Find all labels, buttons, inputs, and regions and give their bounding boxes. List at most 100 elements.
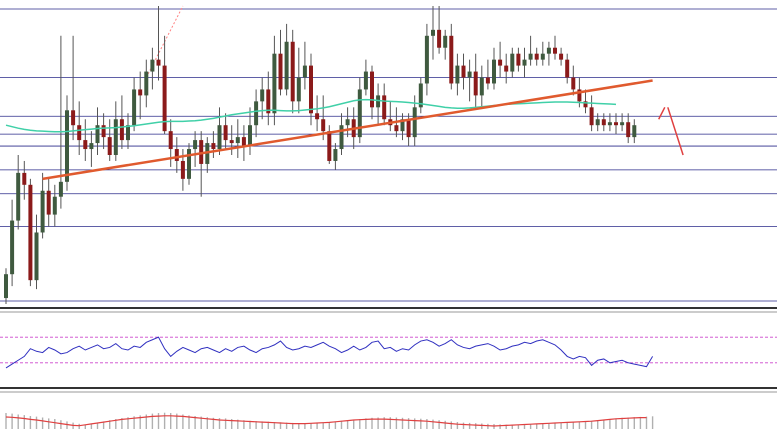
candle-up	[260, 89, 265, 102]
candle-up	[455, 65, 460, 84]
candle-up	[510, 53, 515, 72]
candle-up	[58, 181, 63, 197]
oscillator-line	[5, 336, 654, 369]
candle-up	[339, 125, 344, 150]
candle-up	[400, 119, 405, 132]
candle-down	[180, 160, 185, 179]
candle-down	[449, 35, 454, 84]
candle-up	[40, 190, 45, 233]
candle-down	[583, 101, 588, 108]
candle-down	[119, 119, 124, 141]
candle-down	[327, 131, 332, 161]
candle-up	[254, 101, 259, 126]
candle-up	[595, 119, 600, 126]
candle-up	[150, 59, 155, 72]
candle-down	[626, 122, 631, 138]
candle-down	[229, 140, 234, 144]
candle-down	[559, 53, 564, 60]
forecast-arrow-down	[667, 107, 684, 156]
candle-down	[473, 71, 478, 96]
candle-down	[571, 77, 576, 90]
candle-down	[565, 59, 570, 78]
candle-up	[284, 41, 289, 90]
candle-up	[540, 53, 545, 60]
forecast-arrow-up	[658, 106, 666, 120]
candle-up	[10, 220, 15, 275]
candle-up	[412, 107, 417, 138]
candle-down	[394, 125, 399, 132]
candle-up	[632, 125, 637, 138]
candle-down	[83, 140, 88, 150]
candle-up	[296, 77, 301, 102]
candle-down	[461, 65, 466, 78]
price-panel	[0, 5, 777, 304]
candle-down	[315, 113, 320, 120]
candle-down	[534, 53, 539, 60]
candle-up	[217, 125, 222, 150]
macd-signal-line	[5, 415, 647, 427]
candle-up	[418, 83, 423, 108]
candle-up	[235, 137, 240, 144]
candle-down	[406, 119, 411, 138]
candle-up	[16, 172, 21, 221]
candle-up	[126, 125, 130, 141]
candle-up	[4, 274, 8, 299]
candle-up	[492, 59, 496, 84]
candle-up	[522, 59, 527, 66]
candle-up	[607, 122, 612, 126]
candle-down	[241, 137, 246, 147]
candle-up	[479, 77, 484, 96]
candle-down	[589, 107, 594, 126]
candle-down	[28, 184, 33, 281]
candle-up	[302, 65, 307, 78]
candle-down	[107, 137, 112, 155]
candle-down	[223, 125, 228, 141]
candle-down	[290, 41, 295, 102]
candle-down	[77, 125, 82, 141]
candle-up	[333, 149, 338, 161]
candle-down	[22, 172, 27, 185]
candle-down	[309, 65, 313, 114]
macd-panel	[5, 412, 654, 429]
candle-down	[162, 65, 167, 132]
candle-up	[34, 232, 39, 281]
candle-down	[71, 110, 76, 126]
candle-up	[65, 110, 69, 182]
candle-down	[498, 59, 503, 66]
candle-up	[187, 149, 191, 179]
candle-up	[144, 71, 149, 96]
candle-down	[504, 65, 509, 72]
candle-down	[370, 71, 374, 108]
candle-up	[363, 71, 368, 90]
candle-up	[620, 122, 625, 126]
candle-up	[528, 53, 533, 60]
candle-up	[357, 89, 362, 138]
candle-down	[601, 119, 606, 126]
candle-up	[52, 196, 57, 215]
candle-up	[546, 47, 551, 54]
candle-down	[614, 122, 618, 126]
candle-down	[278, 53, 283, 90]
candle-down	[46, 190, 51, 215]
candle-down	[382, 95, 387, 120]
support-trendline	[42, 79, 653, 181]
candle-down	[553, 47, 557, 54]
candle-down	[485, 77, 490, 84]
candle-down	[174, 149, 179, 161]
candle-up	[443, 35, 448, 48]
candle-up	[345, 119, 350, 126]
oscillator-panel	[0, 336, 777, 369]
candle-down	[101, 125, 106, 138]
candle-up	[113, 119, 118, 155]
candle-up	[248, 125, 252, 147]
candle-up	[272, 53, 277, 114]
candle-up	[89, 143, 94, 150]
candle-up	[424, 35, 429, 84]
candle-up	[193, 140, 198, 150]
candle-down	[321, 119, 326, 132]
candle-down	[437, 29, 442, 48]
candle-up	[95, 125, 100, 144]
candle-up	[431, 29, 435, 36]
candle-down	[516, 53, 521, 66]
